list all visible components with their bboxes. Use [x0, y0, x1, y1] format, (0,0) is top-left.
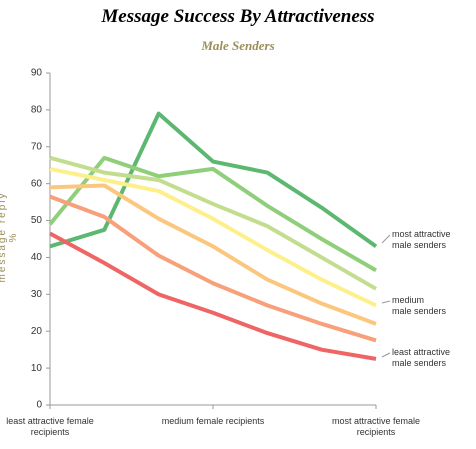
series-line	[49, 183, 377, 326]
series-line	[49, 194, 377, 343]
y-tick-label: 90	[31, 68, 43, 79]
y-tick-label: 70	[31, 141, 43, 152]
y-tick-label: 80	[31, 105, 43, 116]
y-tick-label: 50	[31, 215, 43, 226]
y-tick-label: 10	[31, 363, 43, 374]
y-tick-label: 20	[31, 326, 43, 337]
chart-subtitle: Male Senders	[201, 38, 275, 53]
y-tick-label: 60	[31, 178, 43, 189]
series-line	[49, 231, 377, 361]
annotation-leader	[381, 352, 391, 358]
chart-title: Message Success By Attractiveness	[101, 6, 375, 27]
series-line	[48, 155, 377, 273]
series-line	[49, 166, 377, 308]
y-tick-label: 0	[36, 400, 42, 411]
annotation-leader	[381, 234, 391, 244]
x-tick-label: most attractive female recipients	[331, 416, 421, 437]
annotation-leader	[381, 300, 391, 304]
x-tick-label: medium female recipients	[161, 416, 265, 426]
annotation: least attractive male senders	[392, 347, 451, 368]
annotation: medium male senders	[392, 295, 447, 316]
series-line	[49, 111, 378, 249]
series-line	[49, 155, 377, 291]
y-tick-label: 40	[31, 252, 43, 263]
y-tick-label: 30	[31, 289, 43, 300]
x-tick-label: least attractive female recipients	[6, 416, 94, 437]
annotation: most attractive male senders	[392, 229, 451, 250]
